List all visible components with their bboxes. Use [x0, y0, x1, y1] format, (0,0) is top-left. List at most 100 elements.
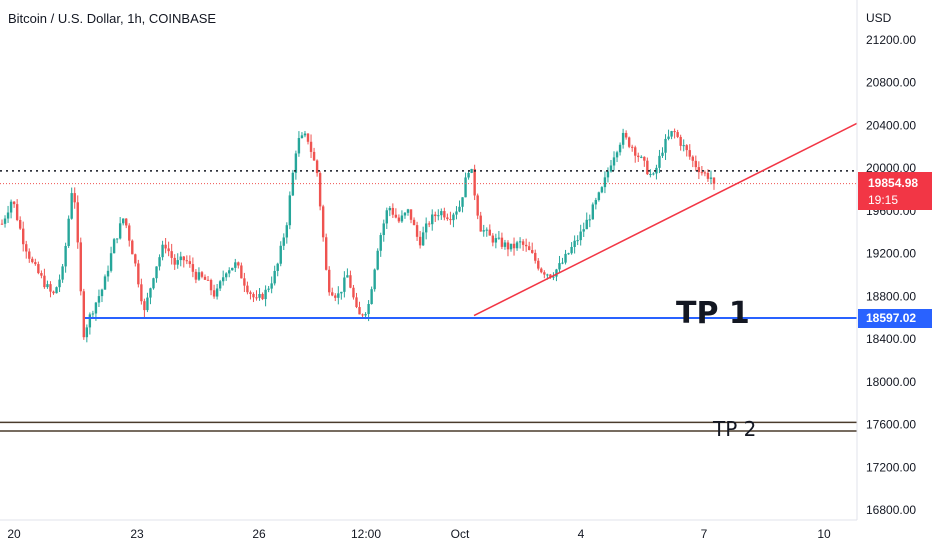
- candle-body: [352, 287, 355, 298]
- candle-body: [606, 171, 610, 178]
- candle-body: [531, 250, 534, 253]
- candle-body: [403, 212, 407, 216]
- candle-body: [561, 262, 564, 264]
- candle-body: [170, 251, 173, 258]
- tp2-label: TP 2: [712, 417, 756, 441]
- candle-body: [370, 289, 373, 305]
- candle-body: [694, 160, 698, 168]
- candle-body: [267, 288, 270, 290]
- candle-body: [443, 211, 446, 218]
- candle-body: [324, 237, 328, 270]
- candle-body: [431, 214, 434, 225]
- candle-body: [155, 266, 158, 279]
- candle-body: [176, 260, 179, 265]
- candle-body: [100, 289, 104, 297]
- price-tick-label: 16800.00: [866, 503, 916, 517]
- candle-body: [461, 197, 464, 207]
- candle-body: [315, 160, 319, 174]
- candle-body: [585, 219, 588, 230]
- candle-body: [203, 276, 207, 280]
- candle-body: [388, 207, 392, 211]
- candle-body: [500, 237, 504, 247]
- candle-body: [55, 287, 58, 294]
- price-tick-label: 17200.00: [866, 460, 916, 474]
- candle-body: [658, 155, 661, 168]
- candle-body: [643, 156, 646, 161]
- candle-countdown: 19:15: [868, 193, 899, 207]
- candle-body: [703, 172, 707, 174]
- candle-body: [91, 313, 95, 315]
- candle-body: [518, 241, 522, 243]
- candle-body: [137, 263, 140, 285]
- candle-body: [115, 238, 119, 240]
- candle-body: [700, 172, 704, 174]
- candle-body: [540, 268, 543, 273]
- candle-body: [270, 283, 273, 289]
- candle-body: [85, 327, 89, 338]
- candle-body: [264, 289, 267, 300]
- candle-body: [512, 243, 516, 249]
- candle-body: [667, 136, 670, 139]
- candle-body: [646, 160, 649, 175]
- candle-body: [615, 152, 619, 158]
- candle-body: [428, 223, 431, 225]
- candle-body: [161, 244, 164, 258]
- candle-body: [691, 156, 694, 161]
- candle-body: [46, 284, 49, 288]
- axis-currency-label: USD: [866, 11, 892, 25]
- candle-body: [28, 251, 31, 259]
- candle-body: [455, 211, 458, 215]
- time-tick-label: 12:00: [351, 527, 381, 541]
- candle-body: [470, 168, 473, 173]
- candle-body: [273, 270, 276, 284]
- candle-body: [546, 274, 549, 276]
- candle-body: [52, 291, 55, 294]
- candle-body: [661, 152, 664, 156]
- candle-body: [376, 250, 379, 270]
- candle-body: [543, 272, 546, 275]
- time-axis[interactable]: 20 23 26 12:00 Oct 4 7 10: [7, 527, 831, 541]
- candlestick-series: [0, 128, 716, 343]
- price-tick-label: 17600.00: [866, 418, 916, 432]
- candle-body: [328, 269, 331, 293]
- candle-body: [43, 275, 46, 288]
- candle-body: [440, 211, 443, 216]
- candle-body: [679, 136, 682, 146]
- candle-body: [252, 293, 255, 298]
- candle-body: [506, 242, 510, 250]
- candle-body: [382, 223, 385, 236]
- candle-body: [634, 147, 637, 156]
- candle-body: [452, 214, 455, 221]
- candle-body: [306, 133, 310, 142]
- candle-body: [70, 193, 73, 219]
- candle-body: [479, 215, 482, 232]
- candle-body: [276, 263, 279, 271]
- candle-body: [234, 262, 237, 268]
- trend-line[interactable]: [473, 122, 858, 317]
- candle-body: [688, 150, 691, 157]
- candle-body: [97, 296, 101, 303]
- candle-body: [294, 153, 298, 173]
- candle-body: [364, 314, 367, 316]
- price-tick-label: 20400.00: [866, 118, 916, 132]
- current-price-value: 19854.98: [868, 176, 919, 190]
- candle-body: [318, 173, 322, 207]
- candle-body: [612, 157, 616, 166]
- candle-body: [340, 291, 343, 294]
- candle-body: [261, 294, 264, 300]
- candle-body: [215, 288, 219, 297]
- candle-body: [637, 155, 640, 158]
- candle-body: [418, 236, 422, 246]
- candle-body: [321, 206, 325, 238]
- price-axis[interactable]: 21200.0020800.0020400.0020000.0019600.00…: [866, 33, 916, 517]
- candle-body: [149, 288, 152, 298]
- candle-body: [258, 294, 261, 298]
- time-tick-label: Oct: [451, 527, 470, 541]
- time-tick-label: 23: [130, 527, 144, 541]
- candle-body: [282, 237, 285, 246]
- candle-body: [424, 223, 428, 233]
- candle-body: [652, 173, 655, 175]
- candle-body: [249, 292, 252, 294]
- candle-body: [476, 195, 479, 216]
